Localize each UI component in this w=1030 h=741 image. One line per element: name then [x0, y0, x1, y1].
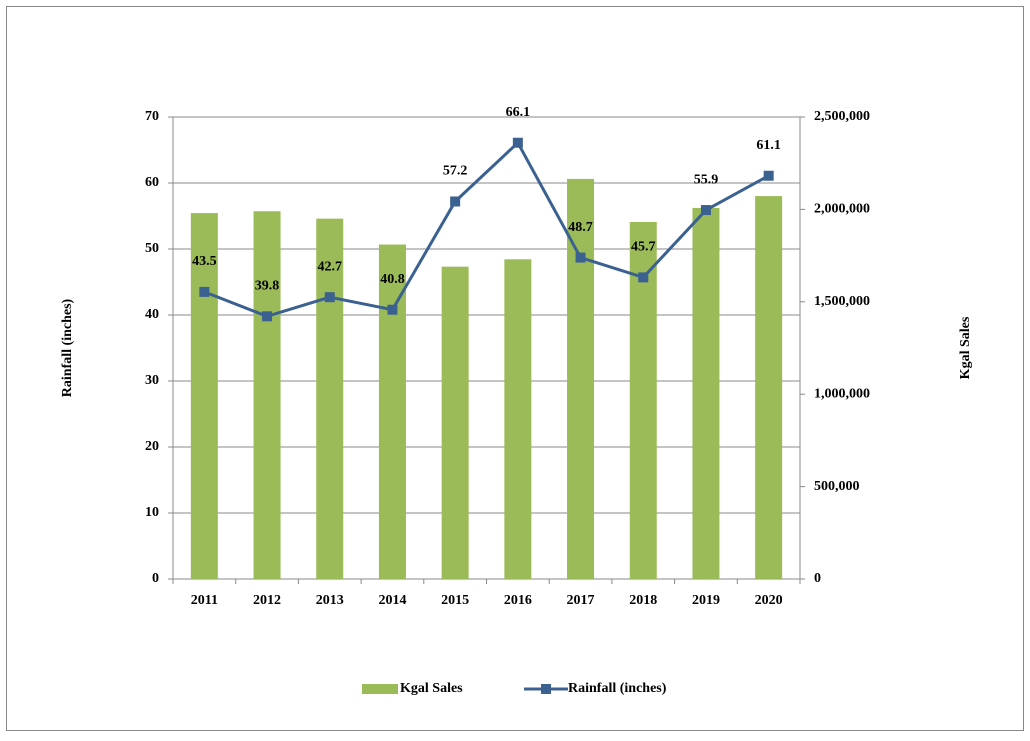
marker	[763, 170, 774, 181]
y-tick-label: 30	[145, 373, 159, 388]
data-label: 61.1	[756, 138, 781, 153]
x-tick-label: 2015	[441, 593, 469, 608]
x-tick-label: 2019	[692, 593, 720, 608]
x-tick-label: 2012	[253, 593, 281, 608]
data-label: 66.1	[506, 105, 531, 120]
data-label: 48.7	[568, 220, 593, 235]
data-label: 43.5	[192, 254, 217, 269]
x-tick-label: 2016	[504, 593, 532, 608]
data-label: 45.7	[631, 240, 656, 255]
y2-tick-label: 0	[814, 571, 821, 586]
y-tick-label: 10	[145, 505, 159, 520]
y2-tick-label: 1,000,000	[814, 386, 870, 401]
y2-tick-label: 500,000	[814, 479, 860, 494]
y-axis-title: Rainfall (inches)	[60, 298, 75, 397]
y-tick-label: 50	[145, 241, 159, 256]
y2-tick-label: 1,500,000	[814, 294, 870, 309]
x-tick-label: 2013	[316, 593, 344, 608]
x-tick-label: 2018	[629, 593, 657, 608]
data-label: 55.9	[694, 172, 719, 187]
marker	[387, 304, 398, 315]
data-label: 40.8	[380, 272, 405, 287]
bar	[253, 211, 281, 580]
marker	[199, 286, 210, 297]
legend-marker	[541, 684, 551, 694]
bar	[567, 178, 595, 579]
legend-label: Kgal Sales	[400, 681, 463, 696]
y-tick-label: 60	[145, 175, 159, 190]
data-label: 39.8	[255, 279, 280, 294]
y2-axis-title: Kgal Sales	[958, 316, 973, 379]
y-tick-label: 20	[145, 439, 159, 454]
y-tick-label: 40	[145, 307, 159, 322]
x-tick-label: 2020	[755, 593, 783, 608]
y-tick-label: 0	[152, 571, 159, 586]
bar	[692, 207, 720, 579]
data-label: 42.7	[318, 259, 343, 274]
marker	[700, 205, 711, 216]
marker	[512, 137, 523, 148]
x-tick-label: 2017	[567, 593, 595, 608]
bar	[504, 259, 532, 579]
marker	[638, 272, 649, 283]
marker	[262, 311, 273, 322]
x-tick-label: 2011	[191, 593, 218, 608]
marker	[450, 196, 461, 207]
line	[203, 140, 770, 318]
legend-swatch	[362, 684, 398, 694]
y-tick-label: 70	[145, 109, 159, 124]
data-label: 57.2	[443, 164, 468, 179]
legend-label: Rainfall (inches)	[568, 681, 667, 696]
y2-tick-label: 2,500,000	[814, 109, 870, 124]
bar	[316, 218, 344, 579]
marker	[575, 252, 586, 263]
bar	[190, 213, 218, 579]
bar	[441, 266, 469, 579]
x-tick-label: 2014	[378, 593, 406, 608]
marker	[324, 292, 335, 303]
y2-tick-label: 2,000,000	[814, 202, 870, 217]
bar	[755, 196, 783, 579]
bar	[378, 244, 406, 579]
